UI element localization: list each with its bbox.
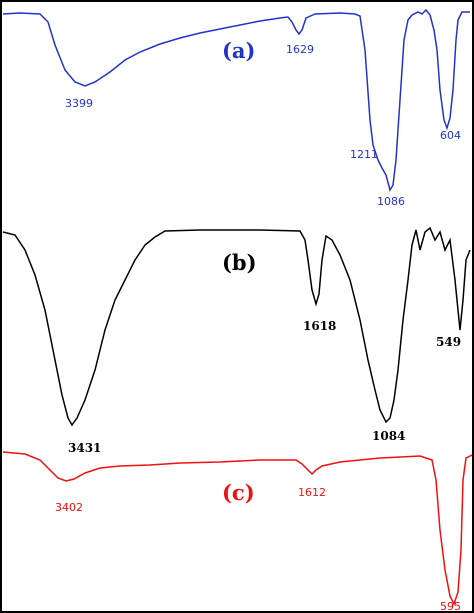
spectrum-c-group: (c) 3402 1612 595 — [2, 451, 473, 613]
spectrum-c-line — [2, 451, 473, 606]
spectrum-a-label: (a) — [222, 38, 255, 63]
spectrum-b-peak-label: 1084 — [372, 429, 405, 443]
spectrum-b-peak-label: 1618 — [303, 319, 336, 333]
spectrum-a-peak-label: 604 — [440, 129, 461, 142]
spectrum-a-line — [2, 8, 470, 192]
spectrum-b-peak-label: 549 — [436, 335, 461, 349]
spectrum-c-peak-label: 3402 — [55, 501, 83, 514]
spectrum-a-peak-label: 3399 — [65, 97, 93, 110]
spectrum-b-line — [2, 226, 471, 427]
spectrum-a-peak-label: 1629 — [286, 43, 314, 56]
spectrum-c-peak-label: 595 — [440, 600, 461, 613]
spectrum-a-peak-label: 1086 — [377, 195, 405, 208]
spectrum-b-group: (b) 3431 1618 1084 549 — [2, 226, 471, 455]
spectrum-b-peak-label: 3431 — [68, 441, 101, 455]
spectrum-c-peak-label: 1612 — [298, 486, 326, 499]
spectrum-a-group: (a) 3399 1629 1211 1086 604 — [2, 8, 470, 208]
spectrum-b-label: (b) — [222, 250, 257, 275]
spectrum-c-label: (c) — [222, 480, 255, 505]
spectrum-a-peak-label: 1211 — [350, 148, 378, 161]
